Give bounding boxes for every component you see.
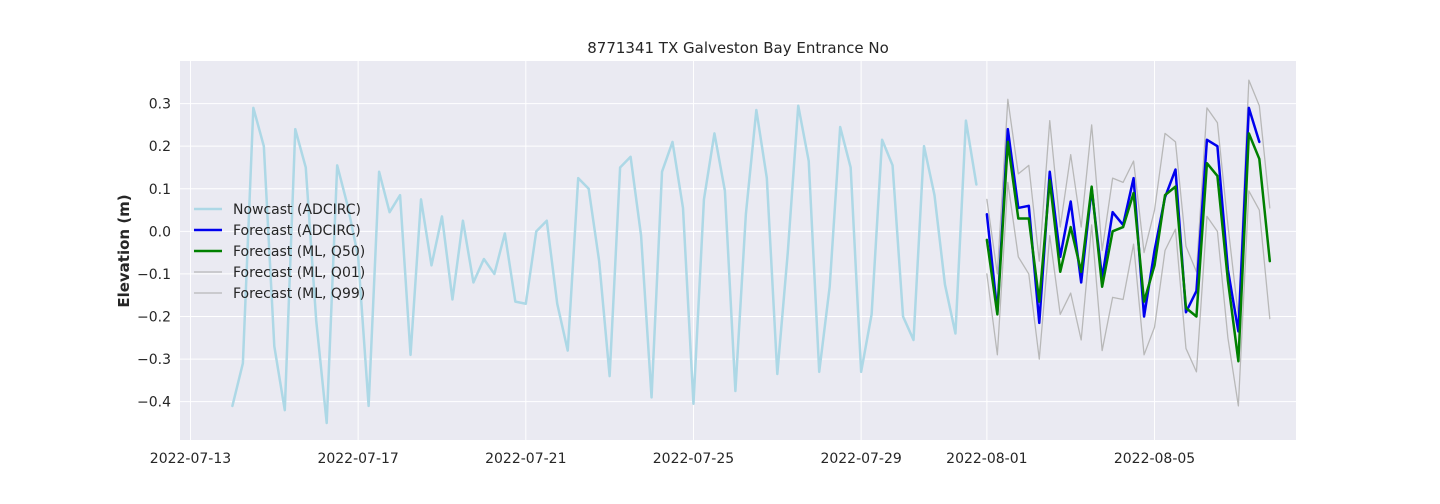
y-tick-label: −0.2 [137,310,171,326]
y-axis-label: Elevation (m) [115,194,133,307]
y-tick-label: 0.3 [149,97,171,113]
legend: Nowcast (ADCIRC) Forecast (ADCIRC) Forecas… [194,202,365,302]
x-tick-labels: 2022-07-13 2022-07-17 2022-07-21 2022-07-25… [150,451,1195,467]
x-tick-label: 2022-08-05 [1114,451,1195,467]
y-tick-label: 0.0 [149,224,171,240]
legend-entry: Forecast (ADCIRC) [233,223,361,239]
x-tick-label: 2022-07-25 [653,451,734,467]
x-tick-label: 2022-07-13 [150,451,231,467]
y-tick-label: 0.2 [149,139,171,155]
legend-entry: Forecast (ML, Q01) [233,265,365,281]
grid-lines [180,61,1296,440]
y-tick-label: −0.3 [137,352,171,368]
y-tick-label: −0.1 [137,267,171,283]
series-lines [231,79,1272,425]
x-tick-label: 2022-07-17 [317,451,398,467]
series-line-4 [986,79,1271,318]
series-line-3 [986,181,1271,407]
series-line-0 [231,104,978,425]
x-tick-label: 2022-08-01 [946,451,1027,467]
y-tick-labels: −0.4 −0.3 −0.2 −0.1 0.0 0.1 0.2 0.3 [137,97,171,411]
legend-entry: Forecast (ML, Q50) [233,244,365,260]
x-tick-label: 2022-07-21 [485,451,566,467]
chart-title: 8771341 TX Galveston Bay Entrance No [587,39,889,57]
series-line-2 [985,132,1272,363]
legend-entry: Nowcast (ADCIRC) [233,202,361,218]
legend-entry: Forecast (ML, Q99) [233,286,365,302]
y-tick-label: −0.4 [137,395,171,411]
x-tick-label: 2022-07-29 [820,451,901,467]
y-tick-label: 0.1 [149,182,171,198]
